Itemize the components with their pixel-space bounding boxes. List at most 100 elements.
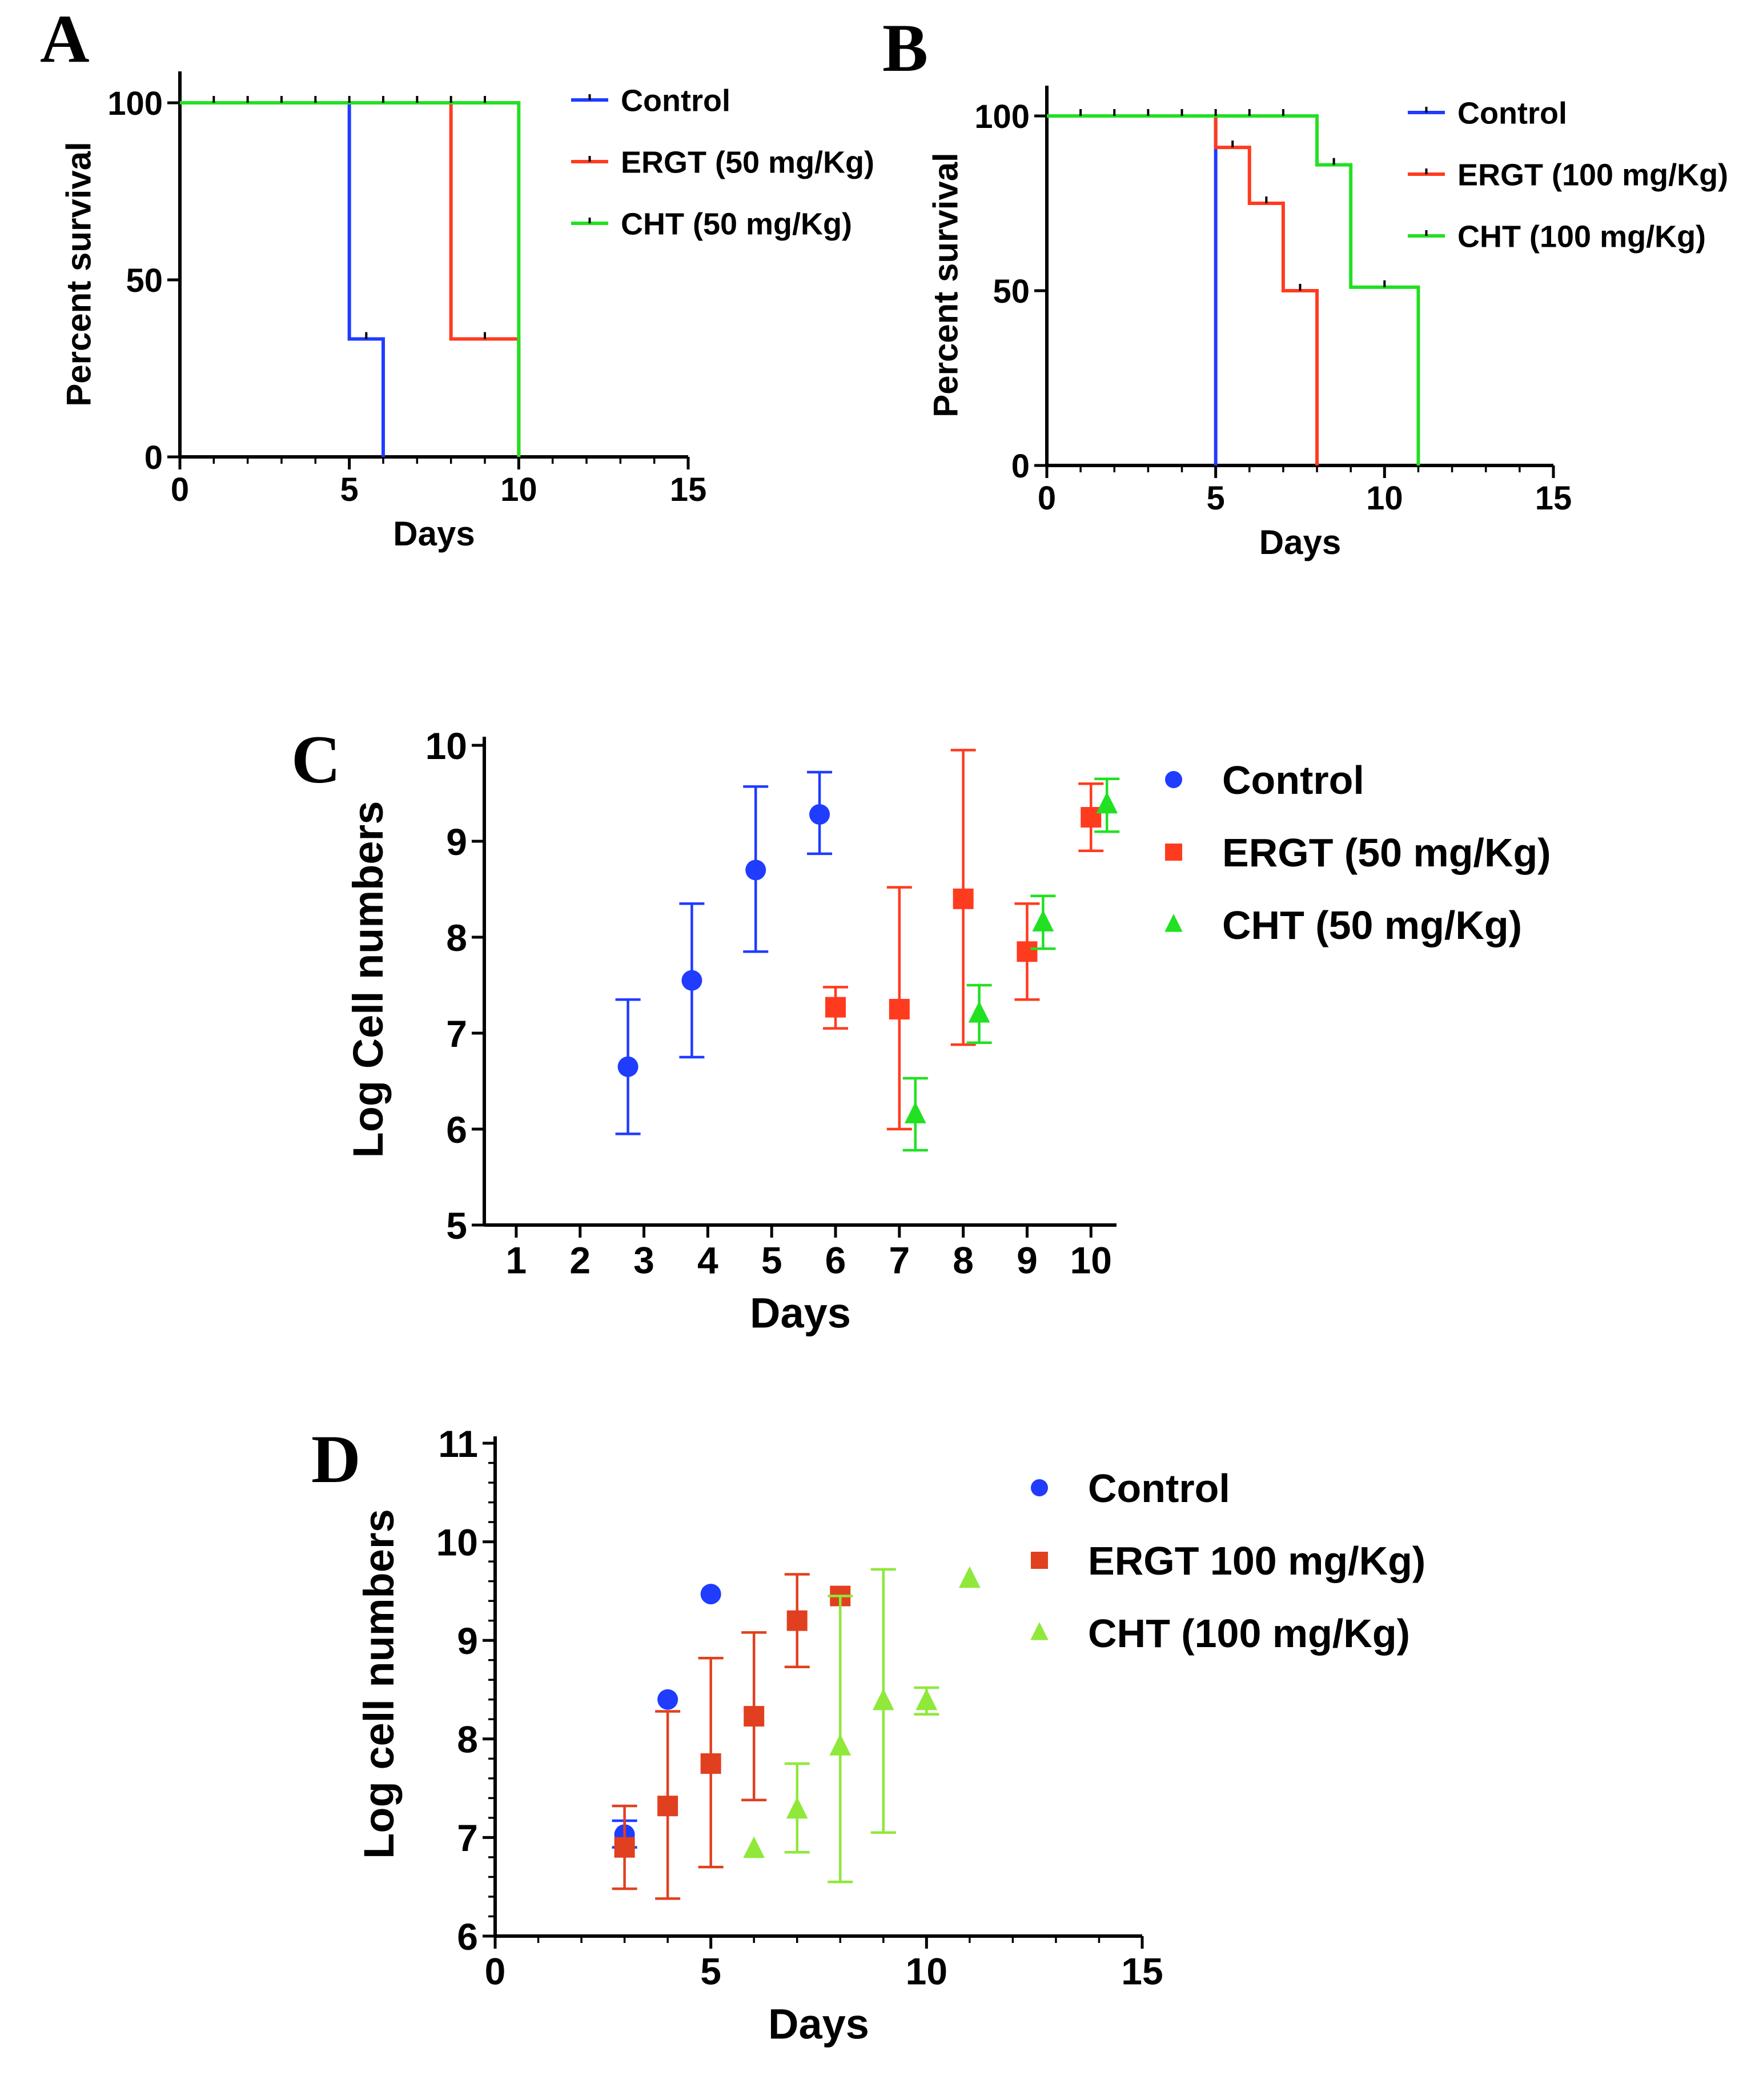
y-tick-label: 7 <box>457 1817 478 1859</box>
legend-label: ERGT (50 mg/Kg) <box>621 145 874 179</box>
legend-label: Control <box>1222 758 1364 802</box>
x-tick-label: 10 <box>1366 480 1403 517</box>
survival-curve <box>1047 114 1420 465</box>
x-tick-label: 9 <box>1017 1239 1038 1282</box>
y-tick-label: 8 <box>457 1718 478 1761</box>
series-control <box>1047 114 1218 465</box>
data-point <box>809 804 830 825</box>
x-tick-label: 15 <box>1535 480 1572 517</box>
y-tick-label: 0 <box>144 439 163 476</box>
survival-curve <box>1047 114 1319 465</box>
y-axis-title: Log cell numbers <box>355 1509 403 1859</box>
x-tick-label: 5 <box>340 471 359 508</box>
y-tick-label: 6 <box>457 1916 478 1958</box>
x-axis-title: Days <box>768 2001 869 2048</box>
y-tick-label: 9 <box>457 1620 478 1662</box>
series-cht-50-mg-kg- <box>902 777 1120 1152</box>
y-tick-label: 10 <box>425 725 467 767</box>
x-tick-label: 8 <box>953 1239 974 1282</box>
data-point <box>968 1001 990 1023</box>
data-point <box>681 970 702 991</box>
x-tick-label: 10 <box>500 471 537 508</box>
y-axis-title: Log Cell numbers <box>344 801 392 1158</box>
data-point <box>700 1584 721 1605</box>
series-control <box>180 101 385 457</box>
data-point <box>1031 1479 1048 1496</box>
y-tick-label: 10 <box>436 1521 478 1563</box>
panel-b-chart: B 0 5 10 15 0 50 100 Days Percent survival Contro… <box>882 10 1728 561</box>
series-ergt-100-mg-kg- <box>612 1573 851 1900</box>
x-tick-label: 1 <box>506 1239 527 1282</box>
data-point <box>1165 844 1182 861</box>
y-tick-label: 7 <box>446 1013 467 1055</box>
x-tick-label: 0 <box>171 471 189 508</box>
legend-label: CHT (50 mg/Kg) <box>1222 903 1522 947</box>
series-control <box>615 770 833 1135</box>
data-point <box>657 1689 678 1710</box>
x-tick-label: 4 <box>697 1239 718 1282</box>
survival-curve <box>180 101 385 457</box>
y-axis-title: Percent survival <box>60 142 98 407</box>
data-point <box>743 1836 765 1858</box>
x-tick-label: 6 <box>825 1239 846 1282</box>
panel-a-chart: A 0 5 10 15 0 50 100 Days Percent survival Contro… <box>40 1 874 553</box>
legend-label: CHT (100 mg/Kg) <box>1088 1611 1410 1656</box>
data-point <box>700 1753 721 1774</box>
data-point <box>953 888 974 909</box>
legend-label: CHT (50 mg/Kg) <box>621 207 852 241</box>
data-point <box>829 1733 852 1756</box>
y-axis-title: Percent survival <box>927 152 965 417</box>
y-tick-label: 9 <box>446 821 467 863</box>
data-point <box>614 1837 635 1858</box>
y-tick-label: 100 <box>974 98 1030 135</box>
data-point <box>745 860 766 881</box>
x-tick-label: 15 <box>1121 1950 1163 1993</box>
panel-label-a: A <box>40 1 90 77</box>
series-cht-100-mg-kg- <box>1047 114 1420 465</box>
data-point <box>1165 771 1182 788</box>
panel-d-chart: D 0 5 10 15 6 7 8 9 10 11 Days Log cell numbers Cont… <box>311 1421 1425 2048</box>
y-tick-label: 6 <box>446 1109 467 1151</box>
data-point <box>786 1610 808 1631</box>
y-tick-label: 0 <box>1011 448 1030 485</box>
legend-label: Control <box>1088 1466 1230 1511</box>
data-point <box>1096 792 1118 814</box>
data-point <box>904 1102 926 1123</box>
series-ergt-50-mg-kg- <box>823 749 1104 1131</box>
data-point <box>889 999 910 1019</box>
series-cht-50-mg-kg- <box>180 101 521 457</box>
legend-label: ERGT (50 mg/Kg) <box>1222 830 1551 875</box>
panel-label-b: B <box>882 10 928 86</box>
x-tick-label: 0 <box>485 1950 506 1993</box>
data-point <box>1031 1552 1048 1569</box>
x-tick-label: 7 <box>889 1239 910 1282</box>
y-tick-label: 8 <box>446 917 467 959</box>
x-tick-label: 10 <box>906 1950 947 1993</box>
y-tick-label: 11 <box>438 1423 478 1465</box>
x-tick-label: 10 <box>1070 1239 1112 1282</box>
x-axis-title: Days <box>1259 523 1341 561</box>
x-tick-label: 2 <box>569 1239 591 1282</box>
data-point <box>657 1796 678 1817</box>
panel-label-c: C <box>291 721 341 797</box>
data-point <box>825 997 846 1018</box>
y-tick-label: 50 <box>993 273 1030 310</box>
y-tick-label: 50 <box>126 262 163 299</box>
data-point <box>786 1797 808 1819</box>
data-point <box>744 1706 765 1727</box>
x-axis-title: Days <box>750 1290 851 1337</box>
y-tick-label: 100 <box>107 85 163 122</box>
y-tick-label: 5 <box>446 1204 467 1247</box>
data-point <box>958 1566 981 1588</box>
x-tick-label: 5 <box>1207 480 1225 517</box>
x-tick-label: 3 <box>633 1239 654 1282</box>
data-point <box>872 1688 894 1710</box>
legend-label: ERGT (100 mg/Kg) <box>1457 158 1728 192</box>
x-tick-label: 5 <box>700 1950 721 1993</box>
x-tick-label: 0 <box>1038 480 1056 517</box>
data-point <box>1164 914 1183 932</box>
legend-label: CHT (100 mg/Kg) <box>1457 219 1706 254</box>
legend-label: ERGT 100 mg/Kg) <box>1088 1539 1425 1583</box>
